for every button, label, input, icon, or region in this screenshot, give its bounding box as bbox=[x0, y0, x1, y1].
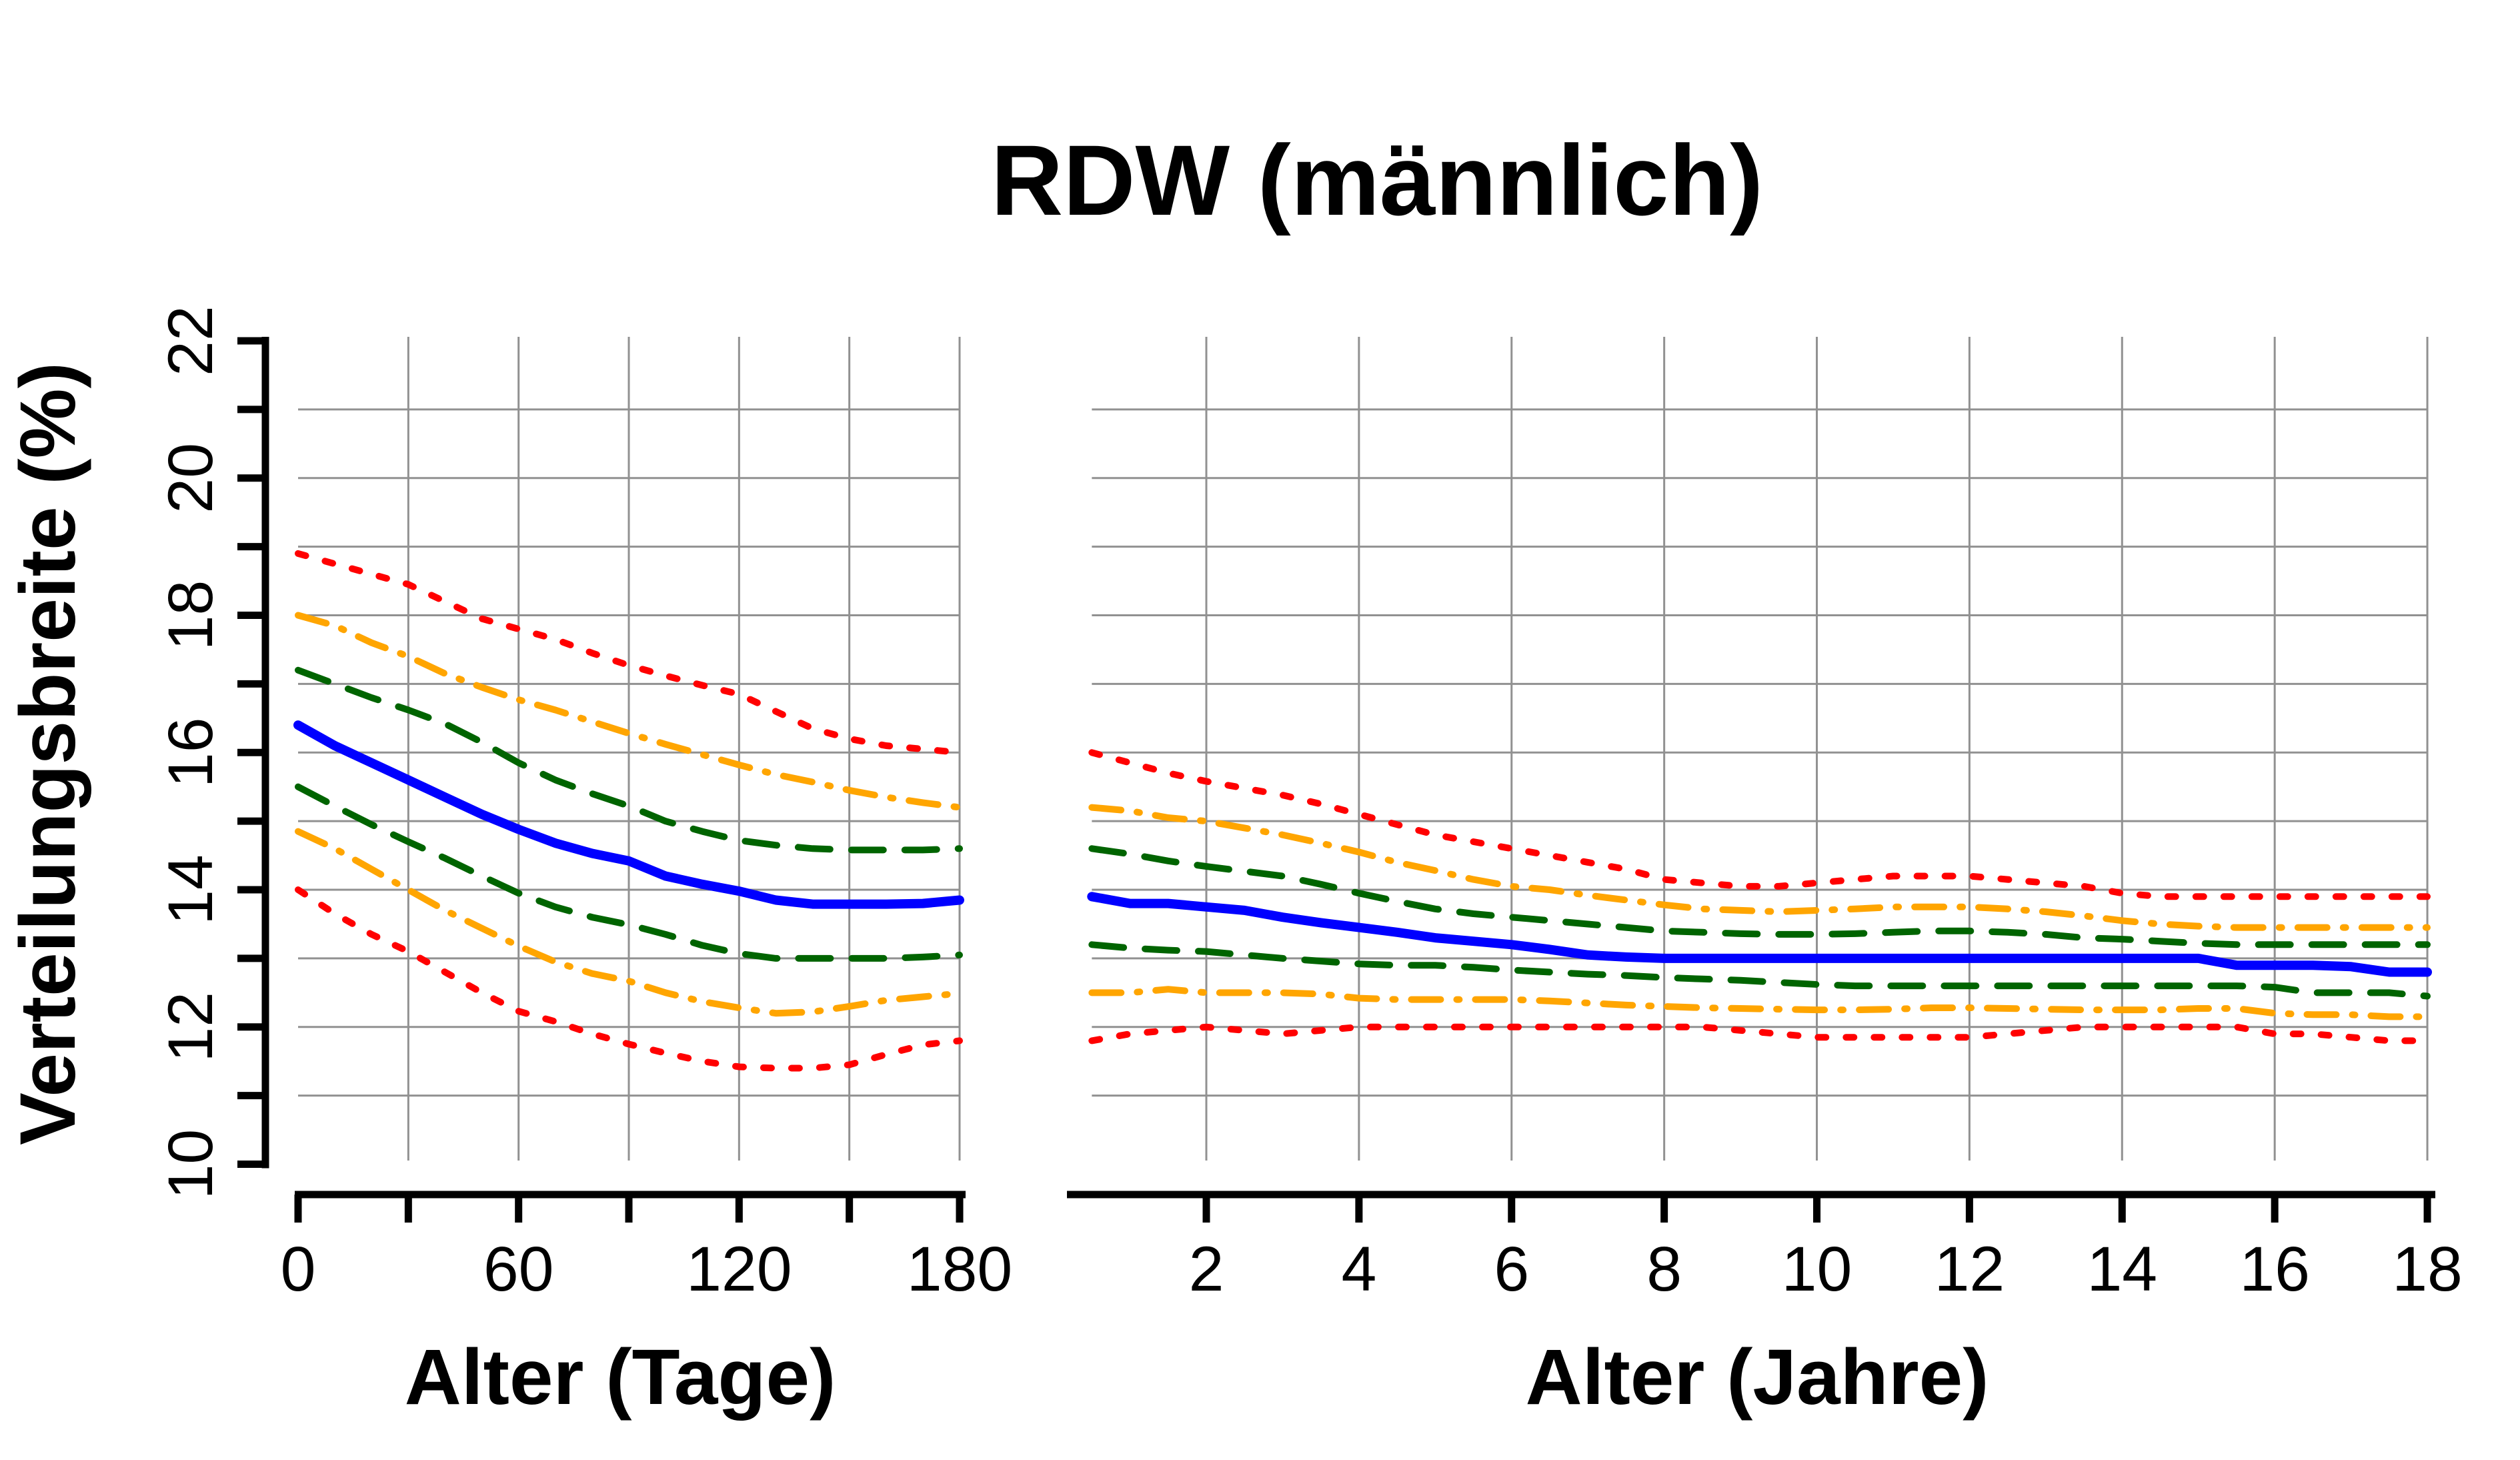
series-blue-solid-median-years bbox=[1087, 892, 2432, 977]
x-tick-label: 6 bbox=[1494, 1234, 1529, 1305]
y-axis-title: Verteilungsbreite (%) bbox=[4, 362, 92, 1145]
series-orange-dashdot-upper-days bbox=[295, 612, 963, 811]
series-blue-solid-median-days bbox=[293, 720, 964, 909]
series-orange-dashdot-upper-years bbox=[1088, 804, 2431, 931]
x-tick-label: 16 bbox=[2239, 1234, 2310, 1305]
series-red-dotted-lower-years bbox=[1088, 1023, 2431, 1044]
x-tick-label: 120 bbox=[686, 1234, 792, 1305]
x-tick-label: 180 bbox=[907, 1234, 1013, 1305]
x-tick-label: 60 bbox=[483, 1234, 554, 1305]
y-tick-label: 14 bbox=[155, 854, 226, 925]
y-tick-label: 10 bbox=[155, 1129, 226, 1200]
series-orange-dashdot-lower-years bbox=[1088, 986, 2431, 1020]
series-orange-dashdot-lower-days bbox=[295, 828, 963, 1017]
x-tick-label: 18 bbox=[2392, 1234, 2463, 1305]
x-tick-label: 8 bbox=[1646, 1234, 1682, 1305]
y-tick-label: 22 bbox=[155, 305, 226, 376]
x-axis-title-right: Alter (Jahre) bbox=[1525, 1333, 1989, 1421]
y-tick-label: 12 bbox=[155, 992, 226, 1062]
x-tick-label: 4 bbox=[1341, 1234, 1376, 1305]
x-tick-label: 14 bbox=[2087, 1234, 2157, 1305]
series-red-dotted-lower-days bbox=[295, 886, 963, 1072]
series-green-dashed-upper-years bbox=[1088, 845, 2431, 948]
x-tick-label: 2 bbox=[1189, 1234, 1224, 1305]
x-tick-label: 10 bbox=[1782, 1234, 1852, 1305]
x-tick-label: 12 bbox=[1935, 1234, 2005, 1305]
series-green-dashed-lower-years bbox=[1088, 941, 2431, 1000]
plot-area: 0 60 120 180 2 4 6 8 10 12 14 16 18 10 12 14 16 18 20 22 bbox=[155, 305, 2463, 1305]
y-tick-label: 18 bbox=[155, 580, 226, 651]
series-green-dashed-upper-days bbox=[295, 666, 963, 854]
y-tick-label: 16 bbox=[155, 717, 226, 788]
x-axis-title-left: Alter (Tage) bbox=[405, 1333, 836, 1421]
series-red-dotted-upper-years bbox=[1088, 749, 2431, 900]
series-green-dashed-lower-days bbox=[295, 783, 963, 962]
series-red-dotted-upper-days bbox=[295, 550, 963, 756]
y-tick-label: 20 bbox=[155, 443, 226, 514]
x-tick-label: 0 bbox=[281, 1234, 316, 1305]
chart-title: RDW (männlich) bbox=[991, 124, 1763, 236]
